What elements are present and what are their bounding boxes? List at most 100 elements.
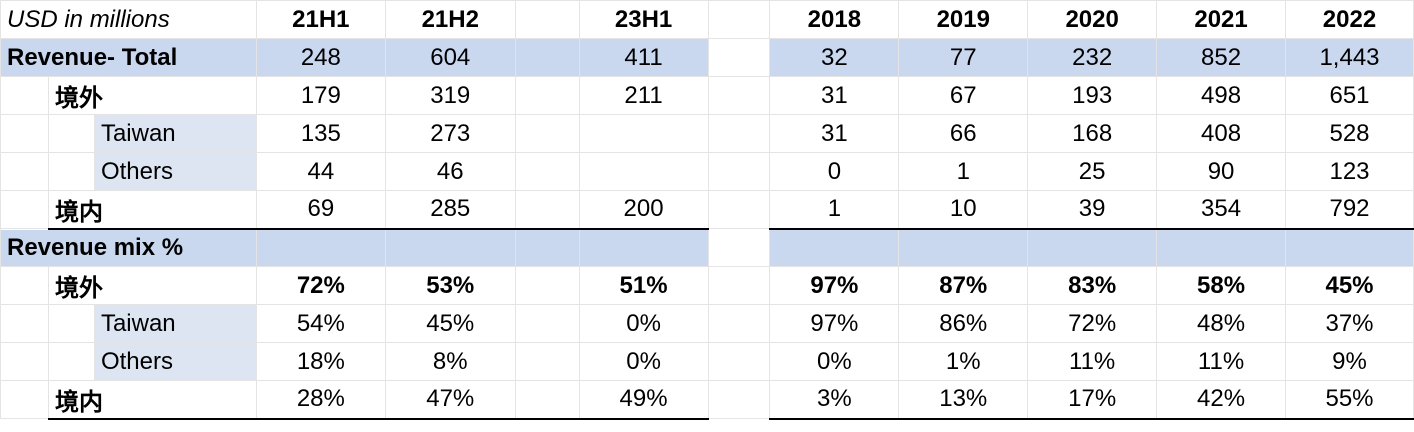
cell: 135 (255, 114, 386, 153)
cell: 87% (898, 266, 1029, 305)
cell: 168 (1027, 114, 1158, 153)
blank-cell (0, 380, 49, 419)
blank-cell (0, 266, 49, 305)
cell (514, 190, 580, 230)
table-row: Others 18% 8% 0% 0% 1% 11% 11% 9% (0, 342, 1414, 381)
cell: 852 (1156, 38, 1286, 77)
blank-cell (0, 76, 49, 115)
col-header-2022: 2022 (1284, 0, 1414, 39)
table-row: Taiwan 135 273 31 66 168 408 528 (0, 114, 1414, 153)
cell: 46 (384, 152, 516, 191)
gap-cell (707, 152, 771, 191)
cell: 3% (769, 380, 900, 420)
cell: 1% (898, 342, 1029, 381)
cell: 48% (1156, 304, 1286, 343)
cell: 18% (255, 342, 386, 381)
gap-cell (707, 114, 771, 153)
blank-cell (47, 152, 95, 191)
row-label-mix-taiwan: Taiwan (93, 304, 257, 343)
cell: 51% (578, 266, 709, 305)
cell: 67 (898, 76, 1029, 115)
blank-cell (0, 152, 49, 191)
gap-cell (707, 0, 771, 39)
cell: 0% (769, 342, 900, 381)
cell: 45% (384, 304, 516, 343)
col-header-21h1: 21H1 (255, 0, 386, 39)
cell (514, 114, 580, 153)
blank-cell (0, 114, 49, 153)
cell: 86% (898, 304, 1029, 343)
cell: 47% (384, 380, 516, 420)
cell: 45% (1284, 266, 1414, 305)
cell (514, 266, 580, 305)
col-header-2021: 2021 (1156, 0, 1286, 39)
blank-cell (514, 228, 580, 267)
gap-cell (707, 342, 771, 381)
cell: 97% (769, 304, 900, 343)
cell: 10 (898, 190, 1029, 230)
cell: 1 (898, 152, 1029, 191)
cell (514, 38, 580, 77)
cell (578, 114, 709, 153)
gap-cell (707, 266, 771, 305)
row-label-taiwan: Taiwan (93, 114, 257, 153)
blank-cell (384, 228, 516, 267)
cell: 39 (1027, 190, 1158, 230)
cell: 37% (1284, 304, 1414, 343)
row-label-mix-overseas: 境外 (47, 266, 257, 305)
cell: 83% (1027, 266, 1158, 305)
cell: 285 (384, 190, 516, 230)
cell: 72% (1027, 304, 1158, 343)
blank-cell (1284, 228, 1414, 267)
blank-cell (0, 342, 49, 381)
cell: 55% (1284, 380, 1414, 420)
cell: 1 (769, 190, 900, 230)
row-label-others: Others (93, 152, 257, 191)
blank-cell (0, 304, 49, 343)
revenue-table: USD in millions 21H1 21H2 23H1 2018 2019… (0, 0, 1414, 420)
cell: 53% (384, 266, 516, 305)
cell: 498 (1156, 76, 1286, 115)
cell: 25 (1027, 152, 1158, 191)
blank-cell (898, 228, 1029, 267)
cell: 8% (384, 342, 516, 381)
table-row: 境内 69 285 200 1 10 39 354 792 (0, 190, 1414, 230)
blank-cell (47, 342, 95, 381)
cell: 72% (255, 266, 386, 305)
header-row: USD in millions 21H1 21H2 23H1 2018 2019… (0, 0, 1414, 39)
table-row: 境内 28% 47% 49% 3% 13% 17% 42% 55% (0, 380, 1414, 420)
cell: 31 (769, 114, 900, 153)
blank-cell (47, 304, 95, 343)
table-row: Revenue mix % (0, 228, 1414, 267)
row-label-revenue-mix: Revenue mix % (0, 228, 257, 267)
table-row: 境外 72% 53% 51% 97% 87% 83% 58% 45% (0, 266, 1414, 305)
cell: 248 (255, 38, 386, 77)
gap-cell (707, 304, 771, 343)
cell: 528 (1284, 114, 1414, 153)
blank-cell (514, 0, 580, 39)
cell: 97% (769, 266, 900, 305)
cell: 1,443 (1284, 38, 1414, 77)
cell: 17% (1027, 380, 1158, 420)
gap-cell (707, 380, 771, 419)
row-label-revenue-total: Revenue- Total (0, 38, 257, 77)
cell: 651 (1284, 76, 1414, 115)
cell: 44 (255, 152, 386, 191)
cell: 11% (1027, 342, 1158, 381)
blank-cell (0, 190, 49, 229)
cell (514, 76, 580, 115)
cell: 179 (255, 76, 386, 115)
cell: 49% (578, 380, 709, 420)
blank-cell (769, 228, 900, 267)
cell: 31 (769, 76, 900, 115)
table-row: Taiwan 54% 45% 0% 97% 86% 72% 48% 37% (0, 304, 1414, 343)
cell: 604 (384, 38, 516, 77)
col-header-2018: 2018 (769, 0, 900, 39)
unit-label: USD in millions (0, 0, 257, 39)
cell: 54% (255, 304, 386, 343)
cell: 319 (384, 76, 516, 115)
row-label-domestic: 境内 (47, 190, 257, 230)
cell: 11% (1156, 342, 1286, 381)
row-label-mix-domestic: 境内 (47, 380, 257, 420)
